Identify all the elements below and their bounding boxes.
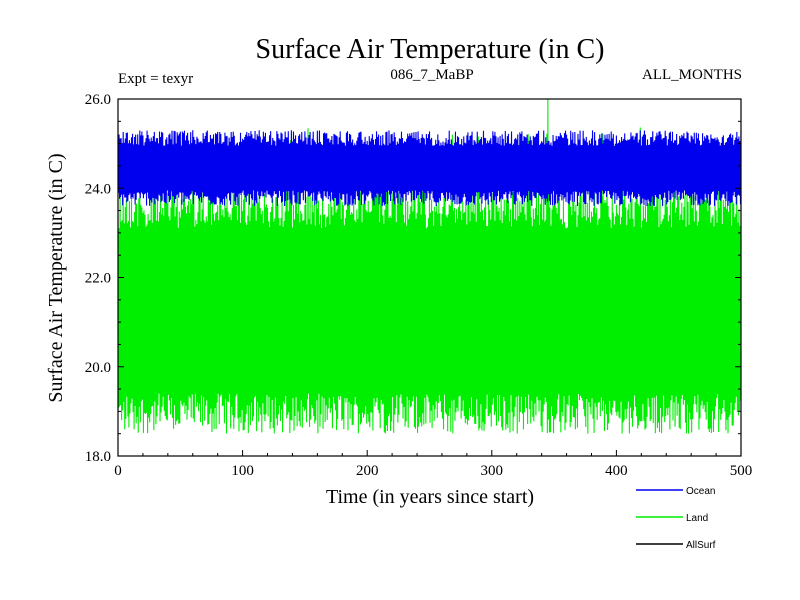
- legend-label-land: Land: [686, 513, 708, 524]
- x-tick-label: 400: [605, 463, 628, 479]
- x-axis-label: Time (in years since start): [326, 486, 534, 508]
- chart-subtitle-center: 086_7_MaBP: [390, 67, 473, 83]
- plot-area: [117, 98, 742, 434]
- x-tick-label: 300: [481, 463, 504, 479]
- chart-title: Surface Air Temperature (in C): [256, 34, 605, 65]
- x-axis: 0 100 200 300 400 500: [114, 450, 752, 479]
- chart-subtitle-right: ALL_MONTHS: [642, 67, 742, 83]
- x-tick-label: 100: [231, 463, 254, 479]
- y-axis: 18.0 20.0 22.0 24.0 26.0: [85, 92, 741, 465]
- x-tick-label: 0: [114, 463, 122, 479]
- series-line-ocean: [117, 130, 742, 207]
- y-axis-label: Surface Air Temperature (in C): [45, 153, 67, 402]
- legend-label-ocean: Ocean: [686, 486, 715, 497]
- x-tick-label: 200: [356, 463, 379, 479]
- chart-subtitle-left: Expt = texyr: [118, 71, 193, 87]
- y-tick-label: 18.0: [85, 449, 111, 465]
- legend: Ocean Land AllSurf: [636, 486, 716, 551]
- y-tick-label: 24.0: [85, 181, 111, 197]
- legend-label-allsurf: AllSurf: [686, 540, 716, 551]
- y-tick-label: 26.0: [85, 92, 111, 108]
- x-tick-label: 500: [730, 463, 753, 479]
- y-tick-label: 20.0: [85, 360, 111, 376]
- y-tick-label: 22.0: [85, 271, 111, 287]
